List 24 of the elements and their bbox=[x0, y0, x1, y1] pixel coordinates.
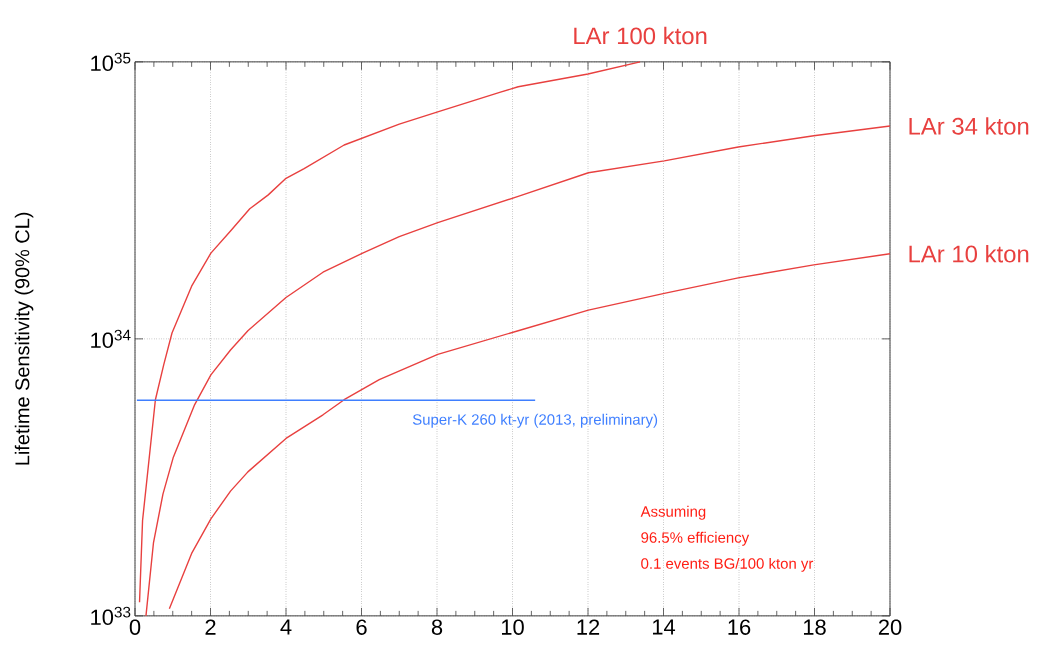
x-tick-label: 12 bbox=[577, 619, 600, 635]
x-tick-label: 14 bbox=[652, 619, 676, 635]
line-series bbox=[168, 252, 891, 610]
series-label: LAr 34 kton bbox=[909, 117, 1029, 135]
y-tick-label: 10$^{34}$ bbox=[91, 329, 131, 349]
y-tick-label: 10$^{35}$ bbox=[91, 52, 131, 72]
x-tick-label: 18 bbox=[803, 619, 826, 635]
x-tick-label: 10 bbox=[501, 619, 524, 635]
annotation: 0.1 events BG/100 kton yr bbox=[641, 557, 814, 572]
annotation: Assuming bbox=[640, 505, 706, 520]
x-tick-label: 2 bbox=[205, 619, 216, 635]
y-tick-label: 10$^{33}$ bbox=[91, 606, 131, 626]
series-label: Super-K 260 kt-yr (2013, preliminary) bbox=[412, 413, 658, 428]
x-tick-label: 0 bbox=[129, 619, 141, 635]
x-tick-label: 4 bbox=[280, 619, 292, 635]
x-tick-label: 8 bbox=[431, 619, 443, 635]
series-label: LAr 100 kton bbox=[574, 26, 707, 45]
y-axis-title: Lifetime Sensitivity (90% CL) bbox=[14, 212, 34, 465]
line-series bbox=[145, 125, 891, 617]
x-tick-label: 6 bbox=[356, 619, 367, 635]
x-tick-label: 20 bbox=[878, 619, 902, 635]
annotation: 96.5% efficiency bbox=[641, 531, 750, 546]
series-label: LAr 10 kton bbox=[909, 244, 1029, 263]
x-tick-label: 16 bbox=[728, 619, 751, 635]
